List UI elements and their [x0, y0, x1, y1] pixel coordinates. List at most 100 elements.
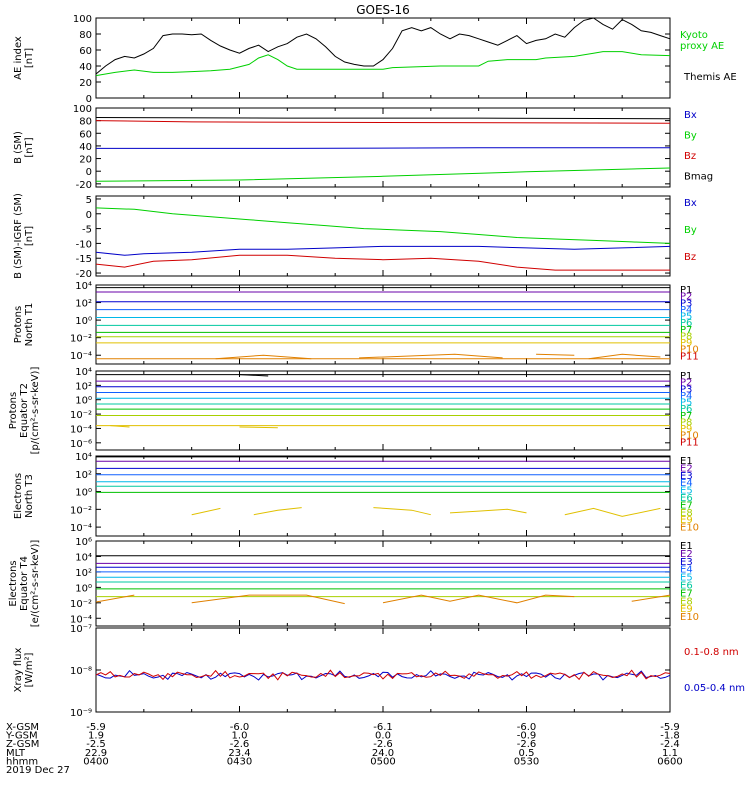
legend-e7: E7 — [680, 500, 693, 511]
legend-bx: Bx — [684, 198, 697, 209]
y-tick-label: 10⁴ — [75, 452, 92, 463]
panel-protons_t1: 10⁴ 10² 10⁰ 10⁻² 10⁻⁴ Protons North T1 P1P2P3P4… — [13, 281, 699, 365]
legend-e3: E3 — [680, 471, 693, 482]
footer-value: -5.9 — [660, 722, 680, 733]
channel-segment — [359, 353, 503, 359]
panel-protons_t2: 10⁴ 10² 10⁰ 10⁻² 10⁻⁴ 10⁻⁶ Protons Equator T2 [p… — [8, 367, 699, 455]
legend-e7: E7 — [680, 588, 693, 599]
y-tick-label: 10⁻⁸ — [70, 666, 92, 677]
footer-row-label: MLT — [6, 748, 26, 759]
legend-p10: P10 — [680, 431, 699, 442]
footer-value: -0.9 — [517, 731, 537, 742]
legend-bmag: Bmag — [684, 172, 713, 183]
legend-themis-ae: Themis AE — [683, 72, 737, 83]
y-axis-label: [p/(cm²-s-sr-keV)] — [30, 367, 41, 455]
y-tick-label: 10⁴ — [75, 367, 92, 378]
channel-segment — [373, 507, 431, 516]
legend-0.1-0.8-nm: 0.1-0.8 nm — [684, 647, 739, 658]
legend-e8: E8 — [680, 508, 693, 519]
y-axis-label: Xray flux — [13, 648, 24, 693]
y-axis-label: [W/m²] — [24, 652, 35, 687]
legend-p1: P1 — [680, 285, 692, 296]
footer-value: -2.4 — [660, 739, 680, 750]
footer-value: 0530 — [514, 756, 539, 767]
series-line-bz — [95, 254, 670, 271]
legend-p6: P6 — [680, 318, 692, 329]
legend-by: By — [684, 225, 697, 236]
legend-e8: E8 — [680, 596, 693, 607]
y-tick-label: 100 — [73, 104, 92, 115]
panel-frame — [95, 284, 671, 365]
y-axis-label: Protons — [8, 392, 19, 429]
y-axis-label: B (SM)-IGRF (SM) — [13, 193, 24, 279]
y-axis-label: AE index — [13, 36, 24, 80]
legend-e6: E6 — [680, 493, 693, 504]
footer-value: -1.8 — [660, 731, 680, 742]
y-tick-label: 20 — [79, 155, 92, 166]
footer-value: 0.0 — [375, 731, 391, 742]
footer-value: -2.5 — [86, 739, 106, 750]
series-line-by — [95, 207, 671, 244]
legend-e5: E5 — [680, 573, 693, 584]
y-axis-label: [nT] — [24, 226, 35, 246]
y-tick-label: 10⁰ — [75, 488, 92, 499]
y-axis-label: [nT] — [24, 48, 35, 68]
panel-electrons_t3: 10⁴ 10² 10⁰ 10⁻² 10⁻⁴ Electrons North T3 E1E2E3… — [13, 452, 699, 537]
legend-p2: P2 — [680, 378, 692, 389]
legend-p8: P8 — [680, 331, 692, 342]
footer-value: 0600 — [657, 756, 682, 767]
series-line-0.1-0.8-nm — [95, 669, 671, 681]
y-tick-label: 10⁻⁶ — [70, 439, 92, 450]
footer-value: 1.0 — [232, 731, 248, 742]
channel-segment — [536, 353, 575, 356]
y-tick-label: 20 — [79, 78, 92, 89]
channel-segment — [631, 594, 671, 602]
footer-value: -2.6 — [230, 739, 250, 750]
footer-value: -2.6 — [517, 739, 537, 750]
legend-e4: E4 — [680, 478, 693, 489]
legend-p5: P5 — [680, 312, 692, 323]
footer-row-label: 2019 Dec 27 — [6, 765, 70, 776]
footer-value: -5.9 — [86, 722, 106, 733]
y-tick-label: 10² — [75, 470, 92, 481]
y-tick-label: 10⁻⁴ — [70, 424, 92, 435]
legend-e10: E10 — [680, 523, 699, 534]
panel-electrons_t4: 10⁶ 10⁴ 10² 10⁰ 10⁻² 10⁻⁴ Electrons Equator T4[… — [8, 537, 699, 627]
panel-frame — [95, 370, 671, 451]
y-tick-label: 0 — [86, 94, 92, 105]
y-tick-label: 10⁻⁴ — [70, 614, 92, 625]
y-tick-label: -20 — [76, 269, 92, 280]
y-tick-label: 10⁻⁷ — [70, 624, 92, 635]
y-axis-label: Electrons — [13, 473, 24, 519]
y-tick-label: 40 — [79, 142, 92, 153]
channel-segment — [95, 594, 135, 603]
legend-0.05-0.4-nm: 0.05-0.4 nm — [684, 683, 745, 694]
legend-p3: P3 — [680, 298, 692, 309]
y-axis-label: Equator T2 — [19, 383, 30, 438]
legend-e9: E9 — [680, 604, 693, 615]
y-tick-label: 10⁰ — [75, 396, 92, 407]
y-tick-label: -5 — [82, 225, 92, 236]
legend-e5: E5 — [680, 486, 693, 497]
series-line-bx — [96, 147, 670, 149]
y-tick-label: 10⁰ — [75, 316, 92, 327]
legend-p2: P2 — [680, 292, 692, 303]
panel-xray: 10⁻⁷ 10⁻⁸ 10⁻⁹ Xray flux [W/m²] 0.1-0.8 nm 0.0… — [13, 624, 745, 719]
y-tick-label: 60 — [79, 46, 92, 57]
legend-e9: E9 — [680, 515, 693, 526]
legend-bz: Bz — [684, 151, 696, 162]
footer-row-label: Y-GSM — [5, 731, 38, 742]
channel-segment — [564, 507, 661, 517]
footer-value: 0430 — [227, 756, 252, 767]
legend-p9: P9 — [680, 424, 692, 435]
y-tick-label: 10⁻⁴ — [70, 351, 92, 362]
panel-frame — [95, 195, 671, 277]
legend-p11: P11 — [680, 437, 699, 448]
legend-kyoto: Kyoto — [680, 30, 708, 41]
footer-value: 23.4 — [228, 748, 250, 759]
y-tick-label: 10⁰ — [75, 583, 92, 594]
